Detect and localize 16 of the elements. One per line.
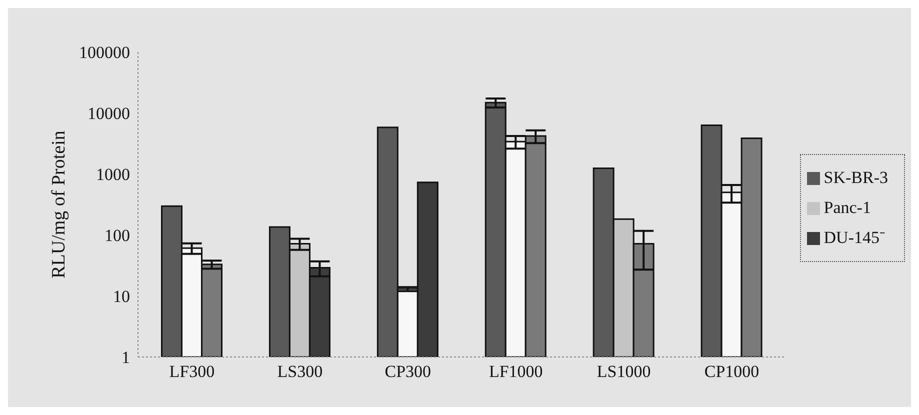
y-tick-label: 10000 — [88, 104, 130, 124]
x-tick-label: LF1000 — [488, 362, 543, 382]
x-tick-label: CP1000 — [704, 362, 760, 382]
x-tick-label: CP300 — [384, 362, 432, 382]
y-tick-label: 10 — [113, 287, 130, 306]
x-tick-label: LS1000 — [596, 362, 651, 382]
y-axis-title: RLU/mg of Protein — [48, 130, 70, 278]
y-tick-label: 100000 — [79, 43, 130, 62]
legend-label: DU-145⁻ — [824, 228, 886, 246]
legend-label: SK-BR-3 — [824, 168, 888, 186]
x-tick-label: LS300 — [277, 362, 323, 382]
y-tick-label: 1 — [122, 348, 130, 368]
x-tick-label: LF300 — [169, 362, 215, 382]
y-tick-label: 100 — [104, 226, 130, 246]
legend-label: Panc-1 — [824, 198, 871, 216]
y-tick-label: 1000 — [96, 165, 130, 184]
